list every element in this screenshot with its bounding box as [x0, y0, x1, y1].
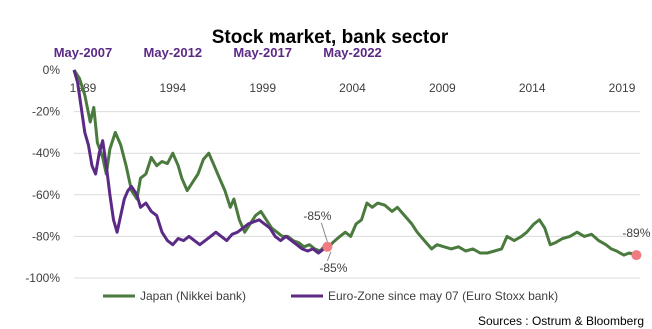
y-tick-label: 0% [43, 63, 61, 77]
x-top-tick-label: May-2012 [144, 45, 203, 60]
y-tick-label: -100% [25, 271, 60, 285]
x-bottom-tick-label: 1999 [249, 81, 276, 95]
series-lines [72, 69, 637, 257]
y-tick-label: -80% [32, 229, 60, 243]
x-bottom-tick-label: 2004 [339, 81, 366, 95]
x-bottom-tick-label: 1994 [159, 81, 186, 95]
legend-label-1: Euro-Zone since may 07 (Euro Stoxx bank) [328, 289, 558, 303]
y-tick-label: -60% [32, 188, 60, 202]
annotations: -85% -85% -89% [303, 209, 650, 275]
annotation-label: -85% [319, 261, 347, 275]
x-top-tick-label: May-2007 [54, 45, 113, 60]
x-top-tick-label: May-2022 [323, 45, 382, 60]
series-line-1 [72, 69, 329, 255]
highlight-marker [322, 241, 333, 252]
x-axis-top-ticks: May-2007 May-2012 May-2017 May-2022 [54, 45, 382, 60]
highlight-marker [631, 250, 642, 261]
x-axis-bottom-ticks: 1989 1994 1999 2004 2009 2014 2019 [70, 81, 636, 95]
y-tick-label: -20% [32, 105, 60, 119]
y-axis-ticks: 0% -20% -40% -60% -80% -100% [25, 63, 60, 285]
annotation-label: -89% [622, 226, 650, 240]
source-note: Sources : Ostrum & Bloomberg [478, 314, 644, 328]
annotation-label: -85% [303, 209, 331, 223]
x-bottom-tick-label: 2019 [609, 81, 636, 95]
x-bottom-tick-label: 2014 [519, 81, 546, 95]
annotation-leader [320, 222, 328, 242]
legend-label-0: Japan (Nikkei bank) [140, 289, 246, 303]
gridlines [74, 111, 640, 279]
annotation-leader [326, 251, 332, 261]
series-line-0 [72, 69, 637, 257]
chart-title: Stock market, bank sector [212, 27, 449, 48]
y-tick-label: -40% [32, 146, 60, 160]
legend: Japan (Nikkei bank) Euro-Zone since may 0… [103, 289, 558, 303]
x-top-tick-label: May-2017 [233, 45, 292, 60]
x-bottom-tick-label: 2009 [429, 81, 456, 95]
